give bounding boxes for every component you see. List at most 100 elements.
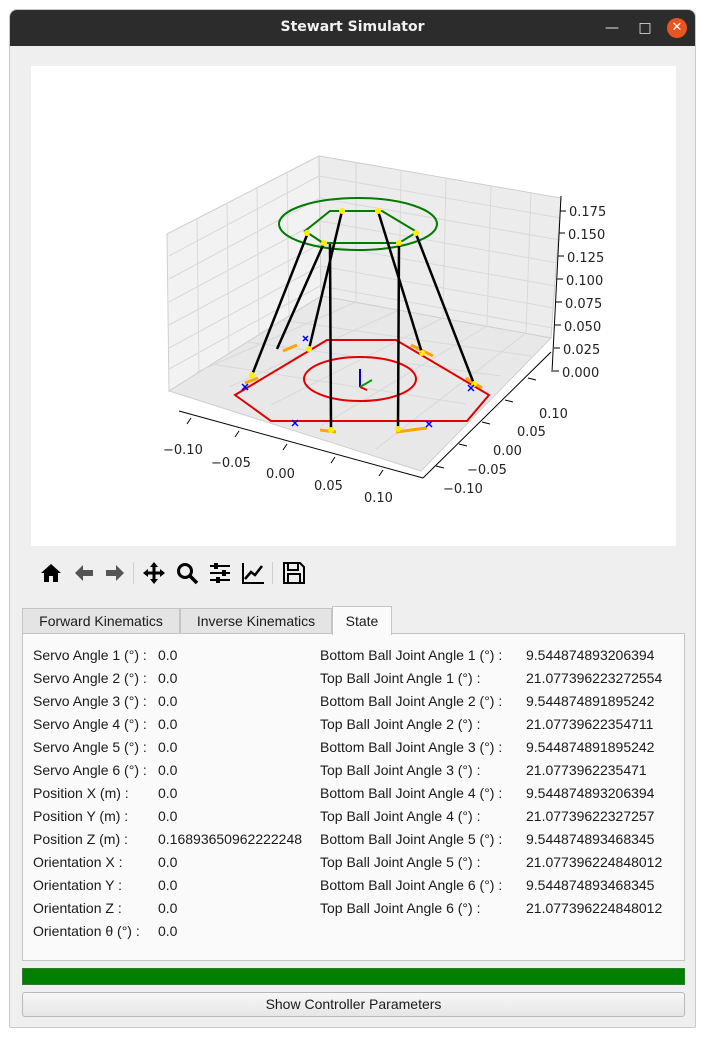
state-value: 9.544874891895242 <box>526 739 655 755</box>
state-value: 0.0 <box>158 854 178 870</box>
z-tick-label: 0.150 <box>568 228 605 243</box>
state-value: 0.0 <box>158 923 178 939</box>
z-tick-label: 0.075 <box>565 297 602 312</box>
x-tick-label: −0.05 <box>211 456 251 471</box>
z-tick-label: 0.125 <box>567 251 604 266</box>
z-tick-label: 0.050 <box>564 320 601 335</box>
x-tick-label: 0.05 <box>314 479 343 494</box>
grid-lines <box>168 162 562 450</box>
legs <box>250 210 476 431</box>
state-value: 9.544874893206394 <box>526 785 655 801</box>
state-label: Bottom Ball Joint Angle 5 (°) : <box>320 831 503 847</box>
state-value: 0.0 <box>158 670 178 686</box>
home-icon[interactable] <box>38 560 64 586</box>
state-value: 21.07739622354711 <box>526 716 654 732</box>
save-disk-icon[interactable] <box>281 560 307 586</box>
triad-x-axis <box>359 386 368 391</box>
state-value: 0.0 <box>158 808 178 824</box>
state-label: Servo Angle 3 (°) : <box>33 693 147 709</box>
state-value: 21.07739622327257 <box>526 808 655 824</box>
state-label: Bottom Ball Joint Angle 6 (°) : <box>320 877 503 893</box>
close-icon[interactable]: ✕ <box>667 18 687 38</box>
state-label: Bottom Ball Joint Angle 2 (°) : <box>320 693 503 709</box>
tick-marks <box>186 210 566 477</box>
y-tick-label: −0.10 <box>443 482 483 497</box>
zoom-magnifier-icon[interactable] <box>174 560 200 586</box>
state-label: Top Ball Joint Angle 2 (°) : <box>320 716 481 732</box>
state-label: Bottom Ball Joint Angle 3 (°) : <box>320 739 503 755</box>
z-tick-label: 0.100 <box>566 274 603 289</box>
edit-axis-icon[interactable] <box>240 560 266 586</box>
state-label: Orientation Y : <box>33 877 122 893</box>
y-tick-label: 0.10 <box>539 407 568 422</box>
base-hexagon <box>233 339 491 422</box>
state-value: 0.0 <box>158 739 178 755</box>
z-tick-label: 0.025 <box>563 343 600 358</box>
state-label: Position Y (m) : <box>33 808 129 824</box>
state-value: 0.0 <box>158 693 178 709</box>
anchor-markers <box>241 335 475 428</box>
x-tick-label: 0.00 <box>266 467 295 482</box>
plot-canvas[interactable]: 0.175 0.150 0.125 0.100 0.075 0.050 0.02… <box>31 66 676 546</box>
state-value: 0.0 <box>158 762 178 778</box>
axes-frame <box>178 195 562 479</box>
state-value: 9.544874893206394 <box>526 647 655 663</box>
state-label: Orientation Z : <box>33 900 122 916</box>
z-tick-label: 0.000 <box>562 366 599 381</box>
state-value: 21.0773962235471 <box>526 762 647 778</box>
state-label: Position X (m) : <box>33 785 129 801</box>
state-label: Servo Angle 6 (°) : <box>33 762 147 778</box>
maximize-icon[interactable]: □ <box>638 20 652 36</box>
tab-inverse-kinematics[interactable]: Inverse Kinematics <box>180 608 332 634</box>
subplot-config-icon[interactable] <box>207 560 233 586</box>
platform-circle <box>278 197 438 251</box>
y-tick-label: 0.00 <box>493 444 522 459</box>
state-label: Orientation X : <box>33 854 123 870</box>
forward-arrow-icon[interactable] <box>102 560 128 586</box>
state-value: 9.544874891895242 <box>526 693 655 709</box>
state-label: Bottom Ball Joint Angle 4 (°) : <box>320 785 503 801</box>
stewart-3d-plot[interactable]: 0.175 0.150 0.125 0.100 0.075 0.050 0.02… <box>31 66 676 546</box>
state-panel: Servo Angle 1 (°) : 0.0 Servo Angle 2 (°) … <box>22 633 685 961</box>
pan-move-icon[interactable] <box>141 560 167 586</box>
minimize-icon[interactable]: — <box>605 20 619 36</box>
x-tick-label: −0.10 <box>163 443 203 458</box>
state-label: Servo Angle 1 (°) : <box>33 647 147 663</box>
base-circle <box>303 356 417 402</box>
state-value: 0.0 <box>158 716 178 732</box>
state-label: Top Ball Joint Angle 3 (°) : <box>320 762 481 778</box>
state-label: Position Z (m) : <box>33 831 128 847</box>
state-label: Bottom Ball Joint Angle 1 (°) : <box>320 647 503 663</box>
x-tick-label: 0.10 <box>364 491 393 506</box>
state-value: 9.544874893468345 <box>526 877 655 893</box>
state-label: Top Ball Joint Angle 5 (°) : <box>320 854 481 870</box>
tab-forward-kinematics[interactable]: Forward Kinematics <box>22 608 180 634</box>
state-label: Servo Angle 2 (°) : <box>33 670 147 686</box>
y-tick-label: −0.05 <box>467 463 507 478</box>
tab-state[interactable]: State <box>332 606 392 635</box>
title-bar[interactable]: Stewart Simulator — □ ✕ <box>10 10 695 46</box>
state-value: 0.0 <box>158 785 178 801</box>
state-label: Servo Angle 5 (°) : <box>33 739 147 755</box>
app-window: Stewart Simulator — □ ✕ <box>9 9 696 1028</box>
window-title: Stewart Simulator <box>280 19 425 35</box>
state-label: Servo Angle 4 (°) : <box>33 716 147 732</box>
toolbar-separator <box>272 562 273 584</box>
triad-y-axis <box>359 379 373 388</box>
state-value: 21.077396223272554 <box>526 670 663 686</box>
joint-markers <box>249 208 477 433</box>
toolbar-separator <box>133 562 134 584</box>
back-arrow-icon[interactable] <box>71 560 97 586</box>
state-value: 0.0 <box>158 647 178 663</box>
state-label: Top Ball Joint Angle 1 (°) : <box>320 670 481 686</box>
state-value: 21.077396224848012 <box>526 854 663 870</box>
progress-bar <box>22 968 685 985</box>
state-value: 0.0 <box>158 877 178 893</box>
state-value: 9.544874893468345 <box>526 831 655 847</box>
show-controller-parameters-button[interactable]: Show Controller Parameters <box>22 992 685 1017</box>
state-value: 21.077396224848012 <box>526 900 663 916</box>
state-label: Top Ball Joint Angle 6 (°) : <box>320 900 481 916</box>
state-value: 0.0 <box>158 900 178 916</box>
state-value: 0.16893650962222248 <box>158 831 303 847</box>
state-label: Top Ball Joint Angle 4 (°) : <box>320 808 481 824</box>
